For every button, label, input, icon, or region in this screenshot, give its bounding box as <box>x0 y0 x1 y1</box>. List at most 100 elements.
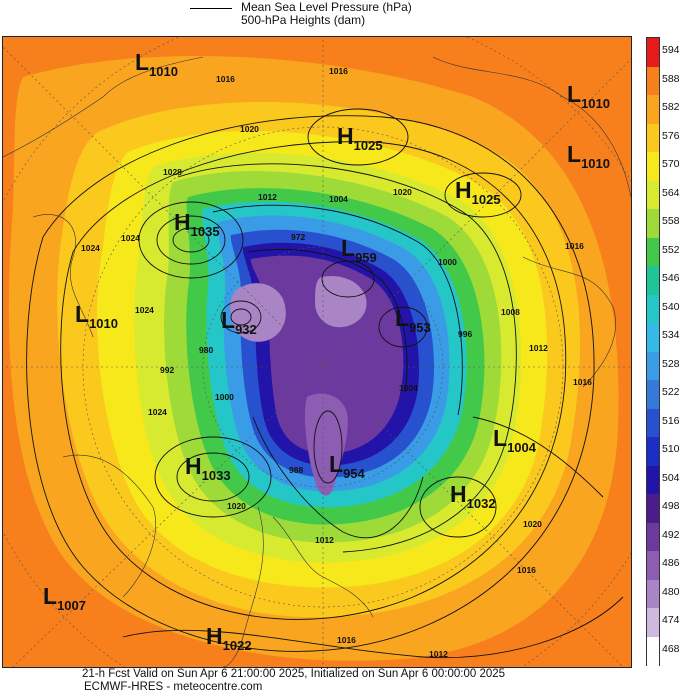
graticule <box>3 37 631 667</box>
low-pressure-center: L954 <box>329 451 365 481</box>
height-colorbar <box>646 37 660 666</box>
high-pressure-center: H1025 <box>455 177 501 207</box>
colorbar-swatch <box>647 152 659 181</box>
isobar-label: 988 <box>289 465 304 475</box>
colorbar-swatch <box>647 636 659 666</box>
isobar-label: 972 <box>291 232 306 242</box>
colorbar-swatch <box>647 408 659 438</box>
low-pressure-center: L1010 <box>135 49 178 79</box>
high-pressure-center: H1025 <box>337 123 383 153</box>
colorbar-tick-label: 564 <box>662 186 680 199</box>
colorbar-swatch <box>647 551 659 580</box>
high-pressure-center: H1033 <box>185 453 231 483</box>
colorbar-tick-label: 552 <box>662 243 680 256</box>
legend: Mean Sea Level Pressure (hPa) 500-hPa He… <box>0 0 681 36</box>
isobar-label: 996 <box>458 329 473 339</box>
isobar-label: 1012 <box>315 535 334 545</box>
isobar-legend-label: Mean Sea Level Pressure (hPa) <box>241 0 412 14</box>
colorbar-tick-label: 546 <box>662 272 680 285</box>
colorbar-swatch <box>647 38 659 67</box>
colorbar-tick-label: 576 <box>662 129 680 142</box>
isobar-label: 1000 <box>438 257 457 267</box>
colorbar-tick-label: 522 <box>662 386 680 399</box>
isobar-label: 1016 <box>329 66 348 76</box>
low-pressure-center: L1007 <box>43 583 86 613</box>
colorbar-swatch <box>647 180 659 210</box>
colorbar-tick-label: 474 <box>662 614 680 627</box>
colorbar-tick-label: 486 <box>662 557 680 570</box>
low-pressure-center: L1010 <box>567 141 610 171</box>
low-pressure-center: L1010 <box>75 301 118 331</box>
isobar-label: 1016 <box>216 74 235 84</box>
colorbar-tick-label: 504 <box>662 471 680 484</box>
colorbar-swatch <box>647 294 659 324</box>
isobar-label: 1016 <box>573 377 592 387</box>
coastlines <box>3 56 631 667</box>
isobar-label: 1004 <box>399 383 418 393</box>
isobar-label: 1024 <box>81 243 100 253</box>
weather-map: L1010 L1010 L1010 H1025 H1025 H1035 L959… <box>2 36 632 668</box>
high-pressure-center: H1022 <box>206 623 252 653</box>
colorbar-tick-label: 570 <box>662 158 680 171</box>
colorbar-tick-label: 558 <box>662 215 680 228</box>
colorbar-swatch <box>647 95 659 124</box>
isobar-label: 1012 <box>529 343 548 353</box>
colorbar-tick-label: 480 <box>662 585 680 598</box>
isobar-label: 1016 <box>517 565 536 575</box>
colorbar-swatch <box>647 123 659 153</box>
colorbar-tick-label: 528 <box>662 357 680 370</box>
high-pressure-center: H1035 <box>174 209 220 239</box>
forecast-valid-text: 21-h Fcst Valid on Sun Apr 6 21:00:00 20… <box>82 668 506 680</box>
colorbar-swatch <box>647 237 659 267</box>
colorbar-tick-label: 510 <box>662 443 680 456</box>
colorbar-swatch <box>647 323 659 352</box>
colorbar-swatch <box>647 266 659 295</box>
isobar-label: 1008 <box>501 307 520 317</box>
colorbar-swatch <box>647 522 659 552</box>
isobar-label: 1012 <box>429 649 448 659</box>
low-pressure-center: L932 <box>221 307 257 337</box>
colorbar-swatch <box>647 437 659 466</box>
colorbar-swatch <box>647 380 659 409</box>
isobar-label: 1020 <box>393 187 412 197</box>
model-source-text: ECMWF-HRES - meteocentre.com <box>84 681 263 693</box>
isobar-label: 1020 <box>240 124 259 134</box>
colorbar-tick-label: 534 <box>662 329 680 342</box>
isobar-label: 1024 <box>135 305 154 315</box>
colorbar-tick-label: 582 <box>662 101 680 114</box>
isobar-label: 1020 <box>523 519 542 529</box>
isobar-label: 1024 <box>121 233 140 243</box>
colorbar-swatch <box>647 608 659 637</box>
colorbar-tick-label: 516 <box>662 414 680 427</box>
colorbar-swatch <box>647 465 659 495</box>
isobar-label: 1000 <box>215 392 234 402</box>
isobars <box>26 108 624 659</box>
colorbar-swatch <box>647 494 659 523</box>
colorbar-tick-label: 588 <box>662 72 680 85</box>
map-canvas <box>3 37 631 667</box>
low-pressure-center: L1010 <box>567 81 610 111</box>
isobar-label: 1024 <box>148 407 167 417</box>
isobar-label: 1028 <box>163 167 182 177</box>
colorbar-swatch <box>647 351 659 381</box>
colorbar-tick-label: 540 <box>662 300 680 313</box>
colorbar-tick-label: 492 <box>662 528 680 541</box>
isobar-label: 1020 <box>227 501 246 511</box>
low-pressure-center: L1004 <box>493 425 536 455</box>
isobar-legend-line <box>190 8 232 9</box>
colorbar-tick-label: 594 <box>662 44 680 57</box>
footer: 21-h Fcst Valid on Sun Apr 6 21:00:00 20… <box>0 667 681 700</box>
high-pressure-center: H1032 <box>450 481 496 511</box>
isobar-label: 1016 <box>565 241 584 251</box>
height-band-480 <box>230 283 286 342</box>
colorbar-tick-label: 468 <box>662 642 680 655</box>
colorbar-swatch <box>647 579 659 609</box>
isobar-label: 1016 <box>337 635 356 645</box>
low-pressure-center: L953 <box>395 305 431 335</box>
height-band-480b <box>315 275 367 328</box>
isobar-label: 1004 <box>329 194 348 204</box>
isobar-label: 992 <box>160 365 175 375</box>
colorbar-swatch <box>647 66 659 96</box>
heights-legend-label: 500-hPa Heights (dam) <box>241 13 366 27</box>
colorbar-swatch <box>647 209 659 238</box>
